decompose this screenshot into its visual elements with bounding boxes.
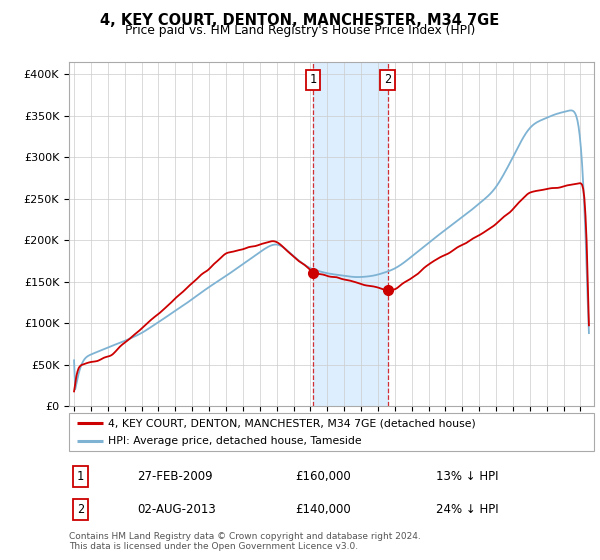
Text: HPI: Average price, detached house, Tameside: HPI: Average price, detached house, Tame… bbox=[109, 436, 362, 446]
Bar bbox=[313, 62, 388, 406]
Text: 4, KEY COURT, DENTON, MANCHESTER, M34 7GE: 4, KEY COURT, DENTON, MANCHESTER, M34 7G… bbox=[100, 13, 500, 28]
Text: 2: 2 bbox=[384, 73, 391, 86]
Text: Contains HM Land Registry data © Crown copyright and database right 2024.
This d: Contains HM Land Registry data © Crown c… bbox=[69, 532, 421, 552]
Text: 1: 1 bbox=[310, 73, 316, 86]
Text: 02-AUG-2013: 02-AUG-2013 bbox=[137, 503, 216, 516]
Text: 1: 1 bbox=[77, 470, 84, 483]
Text: 2: 2 bbox=[77, 503, 84, 516]
Text: 13% ↓ HPI: 13% ↓ HPI bbox=[437, 470, 499, 483]
Text: Price paid vs. HM Land Registry's House Price Index (HPI): Price paid vs. HM Land Registry's House … bbox=[125, 24, 475, 38]
Text: £160,000: £160,000 bbox=[295, 470, 350, 483]
Text: 24% ↓ HPI: 24% ↓ HPI bbox=[437, 503, 499, 516]
Text: 4, KEY COURT, DENTON, MANCHESTER, M34 7GE (detached house): 4, KEY COURT, DENTON, MANCHESTER, M34 7G… bbox=[109, 418, 476, 428]
Text: 27-FEB-2009: 27-FEB-2009 bbox=[137, 470, 213, 483]
Text: £140,000: £140,000 bbox=[295, 503, 350, 516]
